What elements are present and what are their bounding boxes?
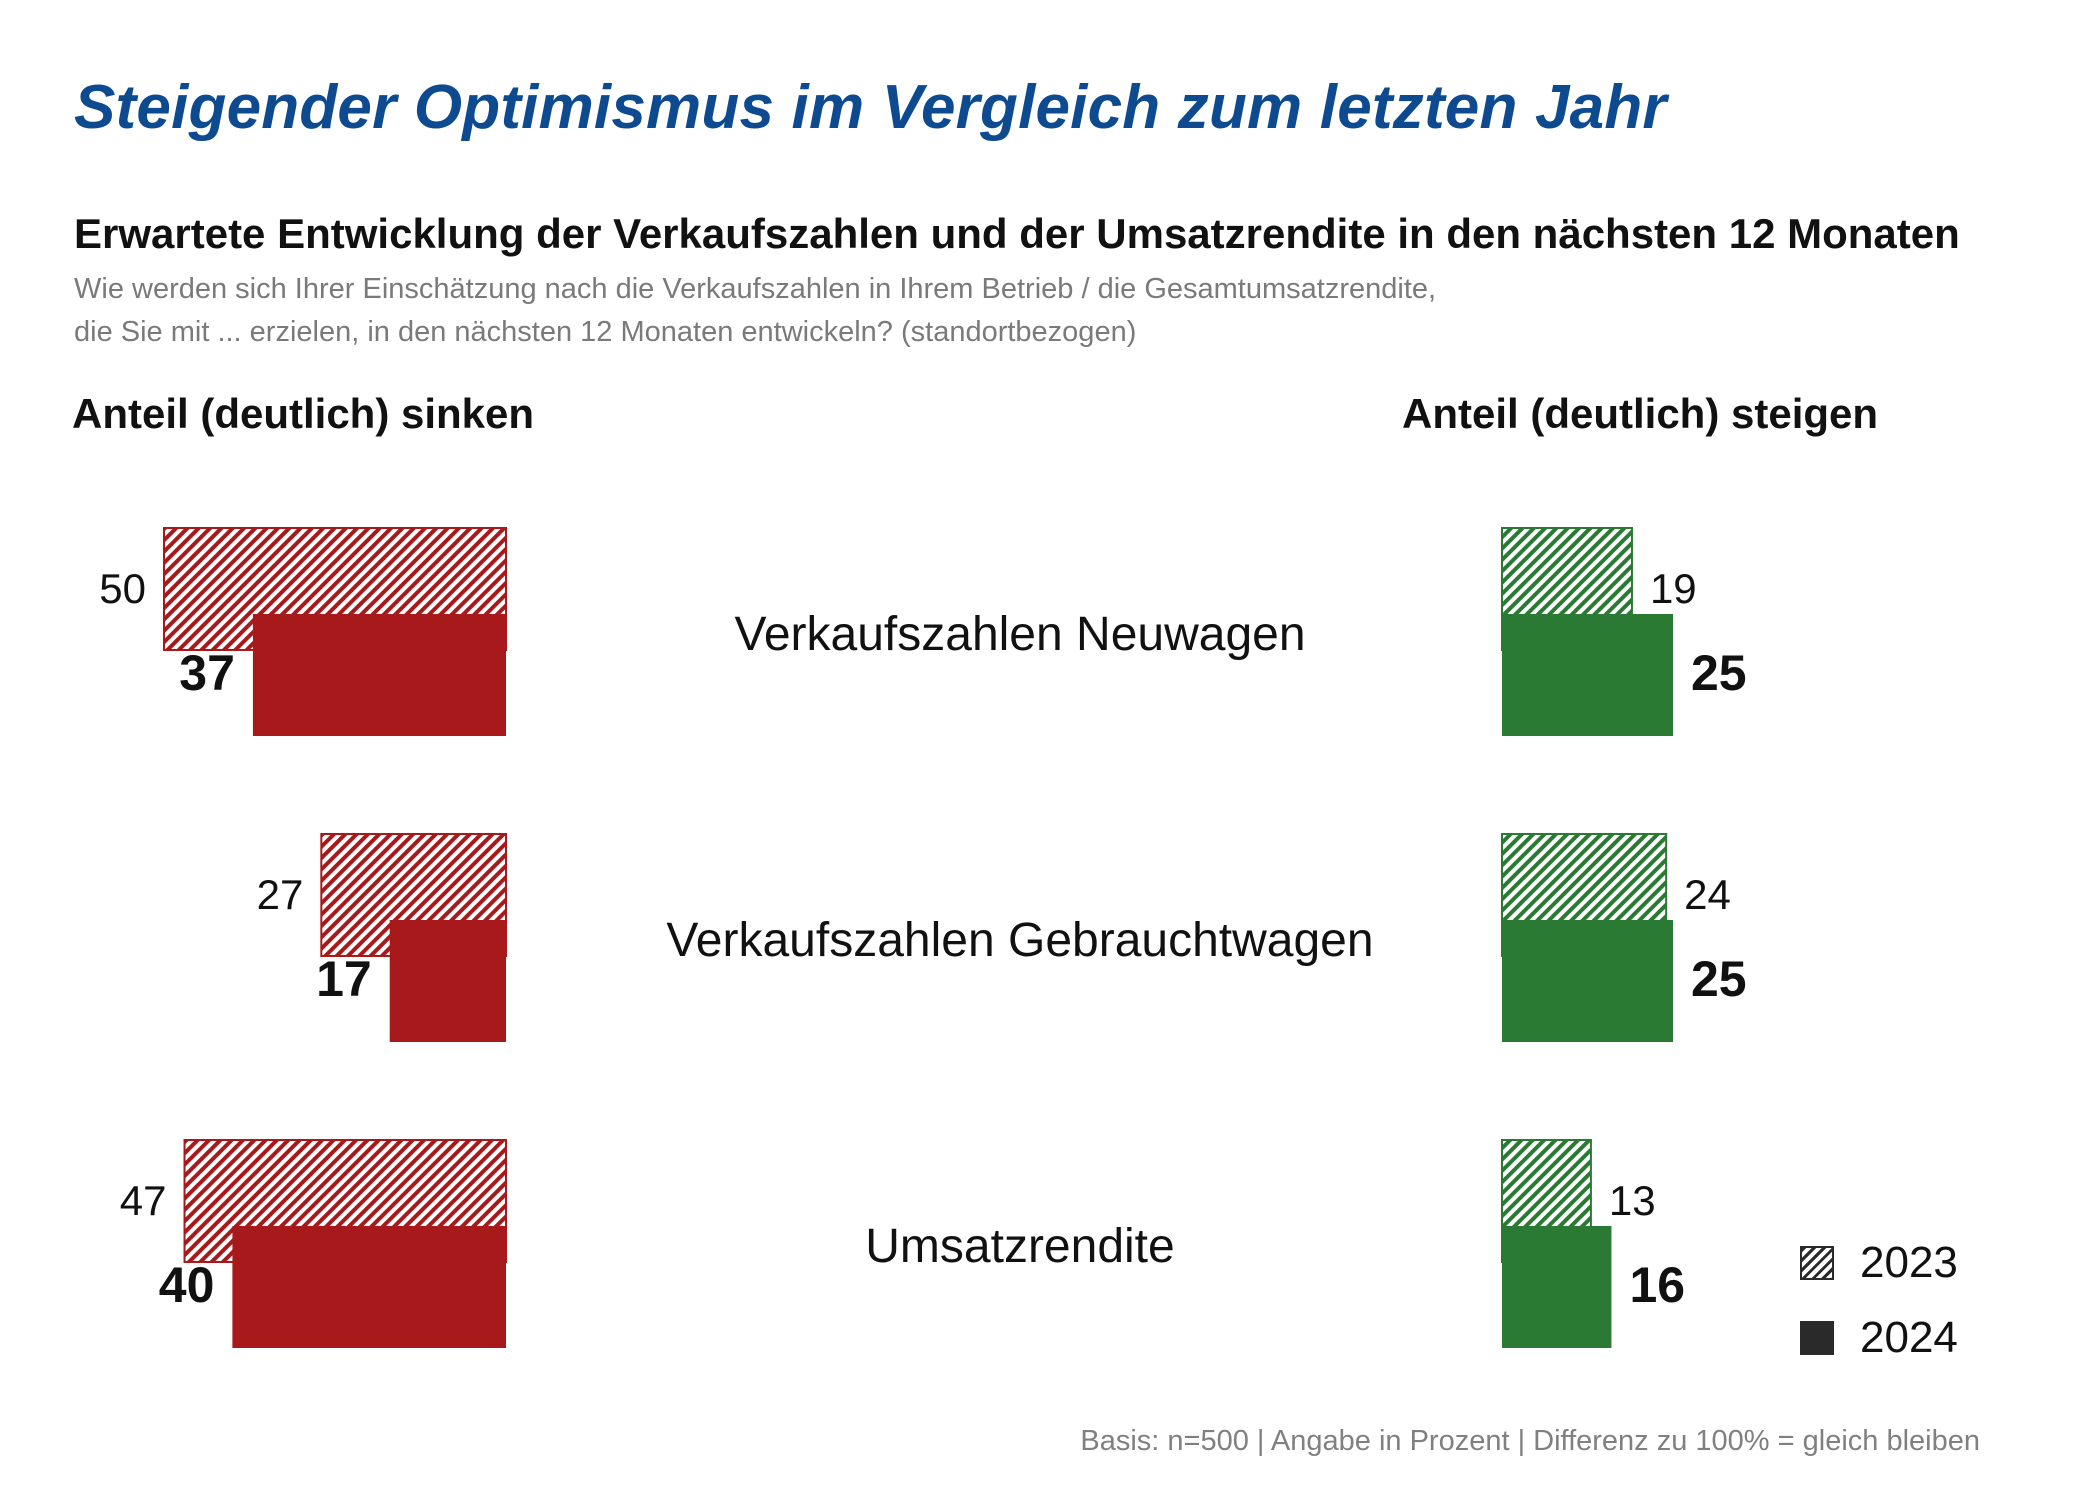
bar-decline-2024	[389, 920, 506, 1042]
survey-question-line-2: die Sie mit ... erzielen, in den nächste…	[74, 316, 1137, 348]
survey-question: Wie werden sich Ihrer Einschätzung nach …	[74, 268, 1436, 354]
footnote: Basis: n=500 | Angabe in Prozent | Diffe…	[1080, 1425, 1980, 1457]
category-label: Verkaufszahlen Gebrauchtwagen	[666, 914, 1373, 967]
legend-label-2023: 2023	[1860, 1238, 1958, 1287]
chart-subtitle: Erwartete Entwicklung der Verkaufszahlen…	[74, 210, 1960, 257]
value-label-decline-2023: 47	[120, 1177, 167, 1224]
value-label-decline-2024: 17	[316, 951, 372, 1007]
bar-decline-2024	[232, 1226, 506, 1348]
category-label: Verkaufszahlen Neuwagen	[734, 608, 1305, 661]
value-label-decline-2023: 27	[257, 871, 304, 918]
value-label-decline-2023: 50	[99, 565, 146, 612]
increase-header: Anteil (deutlich) steigen	[1402, 390, 1879, 437]
solid-swatch-icon	[1800, 1321, 1834, 1355]
bar-increase-2024	[1502, 1226, 1612, 1348]
value-label-decline-2024: 37	[179, 645, 235, 701]
decline-header: Anteil (deutlich) sinken	[72, 390, 535, 437]
value-label-increase-2023: 24	[1684, 871, 1731, 918]
bar-increase-2024	[1502, 920, 1673, 1042]
legend-item-2023: 2023	[1800, 1238, 1958, 1288]
chart-row: 47 40 Umsatzrendite 13 16	[120, 1139, 1685, 1348]
hatched-swatch-icon	[1800, 1246, 1834, 1280]
bars-layer: 50 37 Verkaufszahlen Neuwagen 19 25 27 17 Verka…	[99, 527, 1747, 1348]
bar-decline-2024	[252, 614, 506, 736]
value-label-increase-2023: 19	[1650, 565, 1697, 612]
value-label-increase-2024: 25	[1691, 951, 1747, 1007]
value-label-increase-2023: 13	[1609, 1177, 1656, 1224]
legend-label-2024: 2024	[1860, 1313, 1958, 1362]
legend-item-2024: 2024	[1800, 1313, 1958, 1363]
page-title: Steigender Optimismus im Vergleich zum l…	[74, 73, 1667, 142]
category-label: Umsatzrendite	[865, 1220, 1174, 1273]
chart-row: 50 37 Verkaufszahlen Neuwagen 19 25	[99, 527, 1747, 736]
chart-row: 27 17 Verkaufszahlen Gebrauchtwagen 24 25	[257, 833, 1747, 1042]
value-label-increase-2024: 16	[1629, 1257, 1685, 1313]
bar-increase-2024	[1502, 614, 1673, 736]
value-label-decline-2024: 40	[159, 1257, 215, 1313]
survey-question-line-1: Wie werden sich Ihrer Einschätzung nach …	[74, 273, 1437, 305]
value-label-increase-2024: 25	[1691, 645, 1747, 701]
